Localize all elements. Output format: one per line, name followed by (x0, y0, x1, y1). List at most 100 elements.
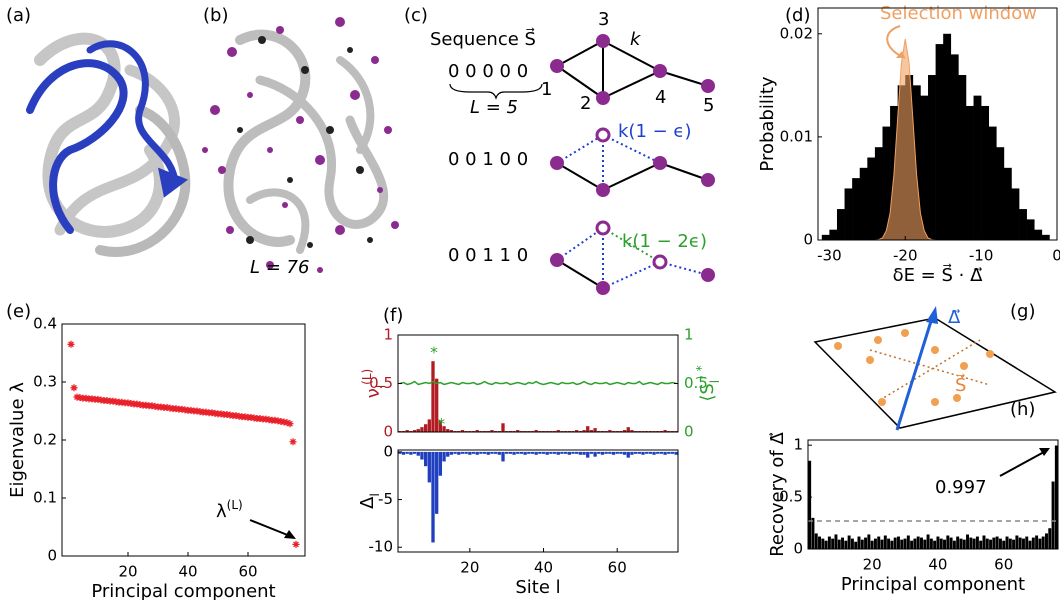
bar (949, 537, 953, 549)
bar (538, 451, 542, 454)
histogram-bar (965, 105, 974, 240)
panel-label: (d) (785, 5, 810, 26)
edge-label: k(1 − ϵ) (618, 121, 692, 142)
histogram-bar (943, 33, 952, 241)
bar (578, 451, 583, 455)
bar (593, 451, 597, 457)
sequence: 0 0 0 0 0 (448, 61, 528, 82)
bar (501, 423, 505, 432)
histogram-bar (950, 54, 959, 241)
bar (556, 430, 560, 432)
bar (663, 430, 667, 432)
bar (992, 537, 996, 549)
bar (630, 451, 634, 455)
y-tick-label: 0 (383, 442, 393, 460)
bar (962, 539, 966, 549)
bar (423, 451, 428, 467)
bar (847, 535, 851, 549)
histogram-bar (1011, 188, 1020, 240)
node-label: 2 (580, 93, 591, 114)
bar (1008, 538, 1012, 549)
point (286, 420, 294, 428)
bar (405, 451, 409, 454)
bar (821, 538, 825, 549)
histogram-bar (928, 75, 936, 241)
bar (910, 540, 914, 549)
bar (920, 537, 923, 549)
bar (939, 538, 943, 549)
bar (652, 451, 656, 455)
y-axis-label: Δl (357, 493, 382, 509)
histogram-bar (829, 229, 838, 240)
histogram-bar (867, 157, 876, 240)
bar (622, 430, 627, 432)
bar (926, 534, 930, 549)
histogram-bar (958, 75, 967, 241)
bar (457, 451, 461, 455)
annotation: * (430, 344, 438, 362)
bar (933, 540, 937, 549)
bar (611, 451, 616, 455)
y-axis-label: Eigenvalue λ (7, 382, 28, 498)
bar (1005, 536, 1009, 549)
length-label: L = 76 (250, 257, 309, 278)
bar (519, 451, 524, 454)
histogram-bar (920, 95, 929, 241)
histogram-bar (1034, 229, 1043, 240)
bar (575, 451, 579, 454)
bar (850, 538, 854, 549)
bar (834, 534, 838, 549)
sequence-label: S⃗ (955, 374, 966, 396)
bar (438, 451, 443, 476)
y-tick-label: 0.01 (780, 127, 813, 145)
bar (604, 451, 608, 454)
y-axis-label-part: (L) (360, 369, 374, 385)
y-tick-label: 0.4 (33, 315, 57, 333)
bar (446, 451, 450, 457)
bar (923, 539, 927, 549)
y2-tick-label: 1 (684, 326, 694, 344)
y-axis-label-part: Δ (357, 496, 378, 509)
bar (449, 430, 454, 432)
y-tick-label: 0.1 (33, 489, 57, 507)
bar (597, 451, 601, 454)
bar (946, 535, 950, 549)
annotation-part: λ (216, 501, 227, 522)
bar (824, 540, 828, 549)
annotation-arrow (999, 451, 1045, 477)
protein-overlay (26, 32, 191, 257)
bar (497, 451, 501, 455)
bar (464, 451, 468, 454)
bar (1028, 540, 1032, 549)
annotation-arrow (249, 519, 291, 537)
bar (626, 427, 630, 432)
bar (435, 451, 439, 514)
bar (808, 460, 812, 549)
bar (864, 537, 868, 549)
x-tick-label: 40 (928, 556, 947, 574)
panel-label: (c) (404, 5, 428, 26)
y-tick-label: 0 (47, 547, 57, 565)
histogram-bar (844, 188, 853, 240)
bar (883, 535, 887, 549)
bar (900, 539, 904, 549)
bar (1041, 536, 1045, 549)
y-axis-label-part: ν (363, 388, 384, 398)
histogram-bar (1026, 219, 1035, 240)
node-label: 5 (703, 95, 714, 116)
bar (608, 430, 612, 432)
bar (972, 538, 976, 549)
bar (582, 451, 586, 455)
bar (663, 451, 667, 455)
x-axis-label: Principal component (91, 581, 275, 600)
bar (1045, 533, 1048, 549)
bar (844, 540, 848, 549)
bar (431, 451, 435, 543)
bar (674, 451, 678, 455)
bar (648, 451, 653, 454)
bar (571, 451, 575, 454)
y-tick-label: 0.5 (369, 374, 393, 392)
bar (985, 538, 989, 549)
bar (401, 451, 406, 455)
bar (516, 451, 520, 454)
